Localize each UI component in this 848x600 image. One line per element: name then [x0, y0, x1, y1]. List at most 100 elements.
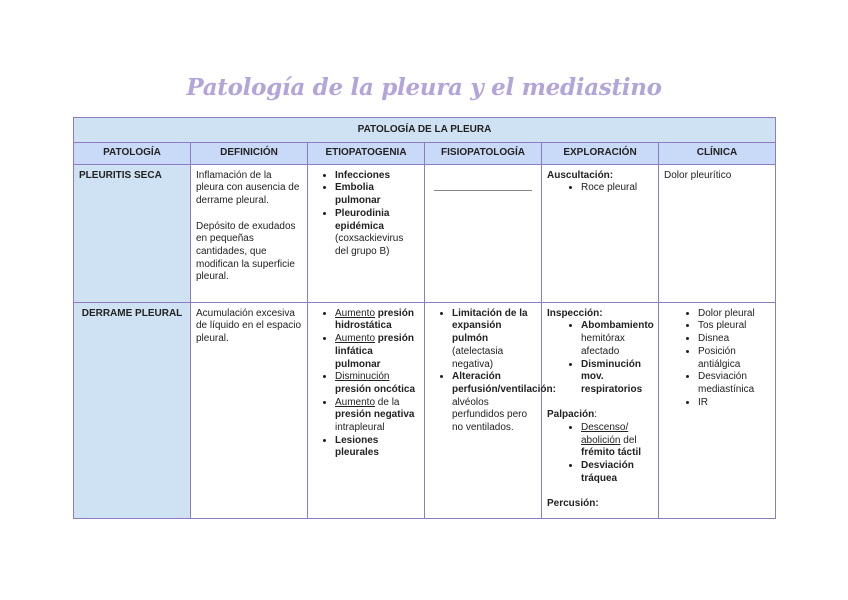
- fisiopatologia-cell: [424, 163, 542, 303]
- list-item: Desviación tráquea: [581, 460, 653, 485]
- definicion-cell: Acumulación excesiva de líquido en el es…: [190, 301, 308, 519]
- column-header: EXPLORACIÓN: [541, 142, 659, 165]
- list-item: Tos pleural: [698, 320, 770, 333]
- section-label: Percusión:: [547, 498, 653, 511]
- pathology-name: DERRAME PLEURAL: [73, 301, 191, 519]
- bullet-list: Aumento presión hidrostáticaAumento pres…: [313, 308, 419, 460]
- spacer: [547, 486, 653, 499]
- text-segment: Desviación mediastínica: [698, 371, 755, 395]
- section-title: PATOLOGÍA DE LA PLEURA: [73, 117, 776, 143]
- list-item: Limitación de la expansión pulmón (atele…: [452, 308, 536, 372]
- text-segment: Percusión:: [547, 498, 599, 510]
- list-item: Descenso/ abolición del frémito táctil: [581, 422, 653, 460]
- column-header: PATOLOGÍA: [73, 142, 191, 165]
- text-segment: Inspección:: [547, 307, 603, 319]
- text-segment: Disminución mov. respiratorios: [581, 358, 643, 395]
- bullet-list: Roce pleural: [547, 182, 653, 195]
- etiopatogenia-cell: Aumento presión hidrostáticaAumento pres…: [307, 301, 425, 519]
- text-segment: presión hidrostática: [335, 307, 414, 332]
- section-label: Palpación:: [547, 409, 653, 422]
- text-segment: Infecciones: [335, 169, 391, 181]
- bullet-list: Abombamiento hemitórax afectadoDisminuci…: [547, 320, 654, 397]
- paragraph: Depósito de exudados en pequeñas cantida…: [196, 221, 302, 285]
- text-segment: Aumento: [335, 396, 376, 408]
- list-item: Disminución mov. respiratorios: [581, 359, 653, 397]
- bullet-list: Dolor pleuralTos pleuralDisneaPosición a…: [664, 308, 770, 410]
- text-segment: Roce pleural: [581, 182, 638, 194]
- paragraph: Acumulación excesiva de líquido en el es…: [196, 308, 302, 346]
- list-item: Posición antiálgica: [698, 346, 770, 371]
- text-segment: Dolor pleurítico: [664, 169, 732, 181]
- list-item: Roce pleural: [581, 182, 653, 195]
- paragraph: Dolor pleurítico: [664, 170, 770, 183]
- exploracion-cell: Inspección:Abombamiento hemitórax afecta…: [541, 301, 659, 519]
- text-segment: intrapleural: [335, 422, 385, 434]
- list-item: Lesiones pleurales: [335, 435, 419, 460]
- text-segment: hemitórax afectado: [581, 333, 625, 357]
- definicion-cell: Inflamación de la pleura con ausencia de…: [190, 163, 308, 303]
- text-segment: Embolia pulmonar: [335, 182, 381, 207]
- text-segment: Descenso/ abolición: [581, 422, 629, 446]
- text-segment: Lesiones pleurales: [335, 434, 379, 459]
- clinica-cell: Dolor pleurítico: [658, 163, 776, 303]
- list-item: Disminución presión oncótica: [335, 371, 419, 396]
- text-segment: (coxsackievirus del grupo B): [335, 233, 404, 257]
- list-item: Aumento presión linfática pulmonar: [335, 333, 419, 371]
- column-header: DEFINICIÓN: [190, 142, 308, 165]
- section-label: Inspección:: [547, 308, 653, 321]
- table-body: PLEURITIS SECA Inflamación de la pleura c…: [73, 163, 776, 519]
- list-item: Aumento de la presión negativa intrapleu…: [335, 397, 419, 435]
- text-segment: presión negativa: [335, 409, 415, 421]
- text-segment: Aumento: [335, 307, 376, 319]
- column-header: FISIOPATOLOGÍA: [424, 142, 542, 165]
- text-segment: Disminución: [335, 371, 390, 383]
- text-segment: Limitación de la expansión pulmón: [452, 307, 528, 345]
- pathology-name: PLEURITIS SECA: [73, 163, 191, 303]
- text-segment: Posición antiálgica: [698, 345, 741, 370]
- spacer: [547, 397, 653, 410]
- text-segment: Depósito de exudados en pequeñas cantida…: [196, 220, 296, 283]
- bullet-list: Limitación de la expansión pulmón (atele…: [430, 308, 556, 435]
- text-segment: de la: [375, 396, 400, 408]
- text-segment: Aumento: [335, 333, 376, 345]
- list-item: Abombamiento hemitórax afectado: [581, 320, 654, 358]
- table-row: DERRAME PLEURAL Acumulación excesiva de l…: [73, 301, 776, 519]
- list-item: Alteración perfusión/ventilación: alvéol…: [452, 371, 556, 435]
- list-item: Embolia pulmonar: [335, 182, 419, 207]
- text-segment: Palpación: [547, 409, 595, 421]
- text-segment: presión linfática pulmonar: [335, 333, 414, 370]
- header-row: PATOLOGÍA DEFINICIÓN ETIOPATOGENIA FISIOPAT…: [73, 142, 776, 165]
- text-segment: alvéolos perfundidos pero no ventilados.: [452, 396, 528, 434]
- text-segment: Pleurodinia epidémica: [335, 207, 390, 232]
- text-segment: Inflamación de la pleura con ausencia de…: [196, 169, 300, 207]
- section-label: Auscultación:: [547, 170, 653, 183]
- bullet-list: Descenso/ abolición del frémito táctilDe…: [547, 422, 653, 486]
- text-segment: Dolor pleural: [698, 307, 755, 319]
- exploracion-cell: Auscultación:Roce pleural: [541, 163, 659, 303]
- bullet-list: InfeccionesEmbolia pulmonarPleurodinia e…: [313, 170, 419, 259]
- list-item: Aumento presión hidrostática: [335, 308, 419, 333]
- list-item: Desviación mediastínica: [698, 371, 770, 396]
- text-segment: (atelectasia negativa): [452, 345, 504, 370]
- text-segment: frémito táctil: [581, 447, 642, 459]
- horizontal-line: [434, 189, 532, 191]
- text-segment: Abombamiento: [581, 320, 654, 332]
- text-segment: presión oncótica: [335, 383, 416, 395]
- fisiopatologia-cell: Limitación de la expansión pulmón (atele…: [424, 301, 556, 519]
- text-segment: Alteración perfusión/ventilación:: [452, 371, 556, 395]
- clinica-cell: Dolor pleuralTos pleuralDisneaPosición a…: [658, 301, 776, 519]
- list-item: Pleurodinia epidémica (coxsackievirus de…: [335, 208, 419, 259]
- text-segment: :: [594, 409, 598, 421]
- text-segment: IR: [698, 396, 708, 408]
- text-segment: Tos pleural: [698, 320, 747, 332]
- text-segment: Disnea: [698, 333, 730, 345]
- text-segment: Acumulación excesiva de líquido en el es…: [196, 307, 302, 345]
- paragraph: Inflamación de la pleura con ausencia de…: [196, 170, 302, 208]
- text-segment: Desviación tráquea: [581, 460, 634, 484]
- list-item: Infecciones: [335, 170, 419, 183]
- text-segment: del: [620, 434, 637, 446]
- list-item: Disnea: [698, 333, 770, 346]
- column-header: ETIOPATOGENIA: [307, 142, 425, 165]
- column-header: CLÍNICA: [658, 142, 776, 165]
- etiopatogenia-cell: InfeccionesEmbolia pulmonarPleurodinia e…: [307, 163, 425, 303]
